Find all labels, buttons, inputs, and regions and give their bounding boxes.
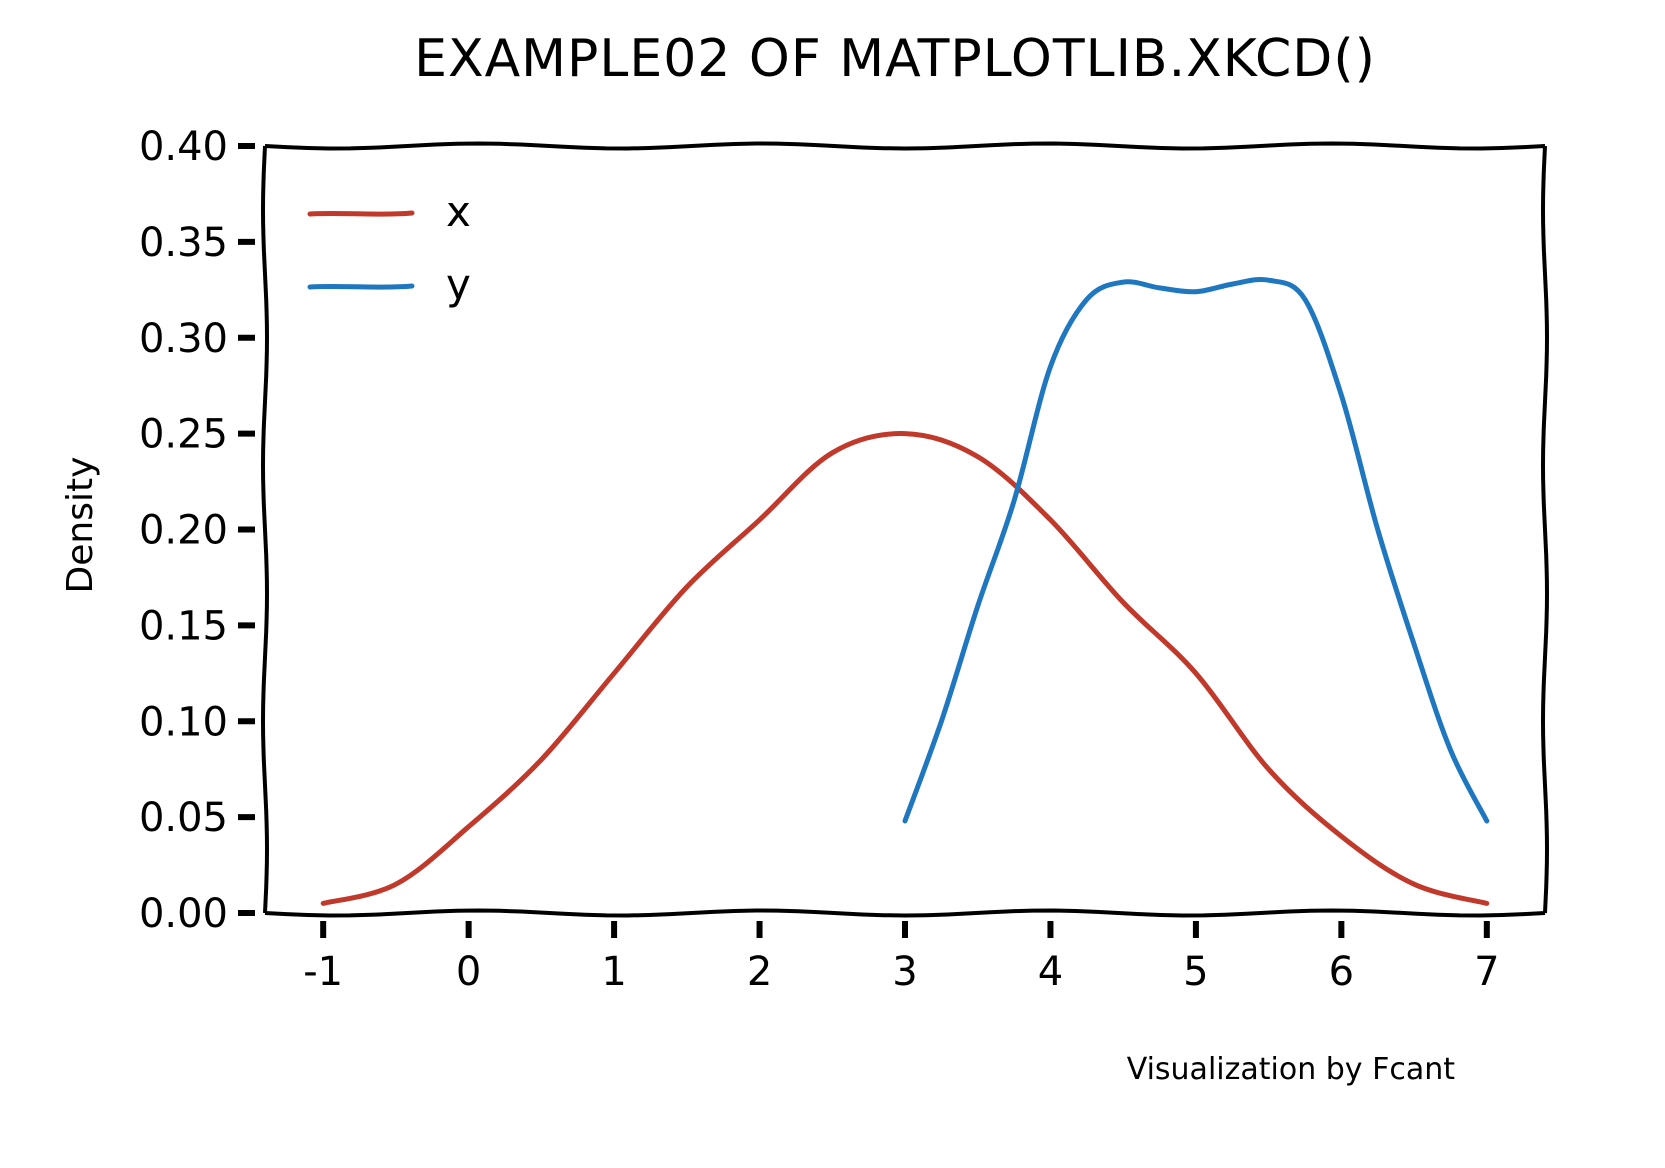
legend-swatch-y [307,283,415,290]
x-tick-label: 2 [747,949,772,995]
y-tick-label: 0.10 [139,699,228,745]
legend-label-y: y [446,260,471,309]
chart-title: EXAMPLE02 OF MATPLOTLIB.XKCD() [414,29,1376,89]
legend-swatch-x [307,210,415,217]
credit-annotation: Visualization by Fcant [1127,1052,1456,1087]
series-group [320,276,1490,906]
y-tick-label: 0.05 [139,795,228,841]
x-ticks: -1 0 1 2 3 4 5 6 7 [303,921,1500,995]
plot-frame [260,141,1550,918]
legend: xy [307,187,471,309]
x-tick-label: 0 [456,949,481,995]
y-tick-label: 0.25 [139,412,228,458]
y-tick-label: 0.40 [139,124,228,170]
y-tick-label: 0.20 [139,508,228,554]
x-tick-label: 1 [601,949,626,995]
series-line-x [320,431,1490,906]
y-tick-label: 0.30 [139,316,228,362]
series-line-y [902,276,1490,824]
x-tick-label: -1 [303,949,343,995]
y-axis-label: Density [60,457,101,594]
x-tick-label: 3 [892,949,917,995]
x-tick-label: 5 [1183,949,1208,995]
y-tick-label: 0.35 [139,220,228,266]
x-tick-label: 7 [1474,949,1499,995]
x-tick-label: 6 [1329,949,1354,995]
y-ticks: 0.00 0.05 0.10 0.15 0.20 0.25 0.30 0.35 0.40 [139,124,255,937]
legend-label-x: x [446,187,471,236]
y-tick-label: 0.15 [139,603,228,649]
y-tick-label: 0.00 [139,891,228,937]
x-tick-label: 4 [1038,949,1063,995]
